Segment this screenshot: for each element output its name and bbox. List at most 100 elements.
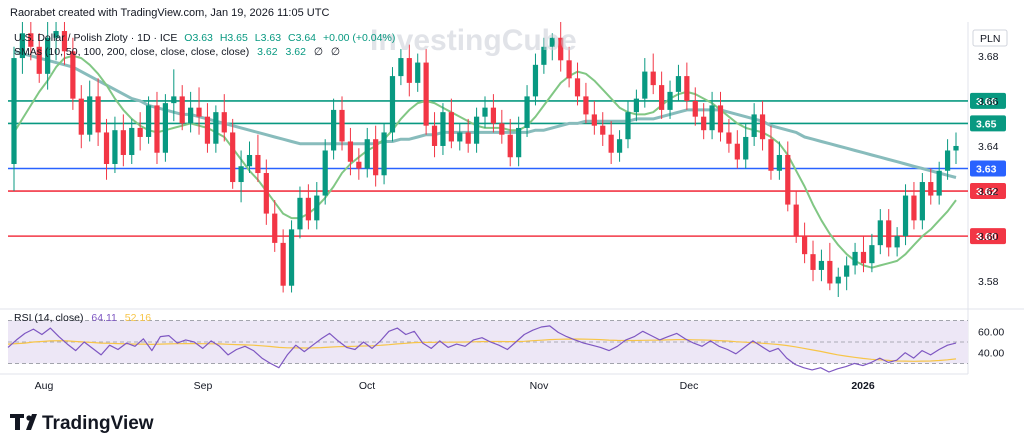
candle[interactable] xyxy=(221,94,227,142)
candle[interactable] xyxy=(381,123,387,185)
candle[interactable] xyxy=(280,229,286,293)
candle[interactable] xyxy=(785,141,791,212)
candle[interactable] xyxy=(801,222,808,264)
candle[interactable] xyxy=(179,85,185,131)
candle[interactable] xyxy=(709,91,715,140)
candle[interactable] xyxy=(171,69,177,122)
candle[interactable] xyxy=(398,49,404,86)
candle[interactable] xyxy=(465,118,471,153)
candle[interactable] xyxy=(936,161,942,205)
candle[interactable] xyxy=(600,112,606,146)
candle[interactable] xyxy=(246,141,253,174)
candle[interactable] xyxy=(886,209,892,257)
candle[interactable] xyxy=(650,53,656,95)
symbol-line[interactable]: U.S. Dollar / Polish Zloty · 1D · ICE O3… xyxy=(14,32,395,44)
candle[interactable] xyxy=(928,168,934,205)
candle[interactable] xyxy=(129,118,135,164)
candle[interactable] xyxy=(684,62,690,110)
candle[interactable] xyxy=(616,130,623,162)
candle[interactable] xyxy=(103,118,110,180)
candle[interactable] xyxy=(415,53,421,92)
candle[interactable] xyxy=(944,139,951,180)
candle[interactable] xyxy=(288,220,295,293)
candle[interactable] xyxy=(532,53,539,106)
candle[interactable] xyxy=(347,127,354,176)
candle[interactable] xyxy=(305,184,311,230)
candle[interactable] xyxy=(263,159,269,225)
candle[interactable] xyxy=(574,62,581,106)
candle[interactable] xyxy=(406,44,412,97)
candle[interactable] xyxy=(776,141,782,180)
candle[interactable] xyxy=(583,82,589,124)
candle[interactable] xyxy=(78,85,84,149)
candle[interactable] xyxy=(743,123,749,169)
candle[interactable] xyxy=(95,78,101,146)
candle[interactable] xyxy=(549,33,555,61)
candlesticks[interactable] xyxy=(11,22,959,297)
candle[interactable] xyxy=(768,125,774,180)
rsi-line[interactable] xyxy=(7,325,957,373)
candle[interactable] xyxy=(633,89,640,122)
candle[interactable] xyxy=(45,22,51,90)
candle[interactable] xyxy=(330,98,337,160)
candle[interactable] xyxy=(448,98,454,149)
candle[interactable] xyxy=(373,125,379,187)
candle[interactable] xyxy=(230,118,236,189)
candle[interactable] xyxy=(473,107,480,153)
candle[interactable] xyxy=(751,103,757,146)
candle[interactable] xyxy=(87,80,93,142)
candle[interactable] xyxy=(608,121,614,164)
candle[interactable] xyxy=(827,242,833,291)
candle[interactable] xyxy=(692,87,698,126)
candle[interactable] xyxy=(953,132,959,164)
tradingview-logo[interactable]: TradingView xyxy=(10,413,154,434)
candle[interactable] xyxy=(162,94,169,162)
candle[interactable] xyxy=(53,22,59,61)
candle[interactable] xyxy=(894,227,900,257)
candle[interactable] xyxy=(726,118,732,153)
candle[interactable] xyxy=(759,100,766,151)
candle[interactable] xyxy=(844,256,850,291)
candle[interactable] xyxy=(566,46,572,88)
candle[interactable] xyxy=(120,114,126,167)
sma-slow-line[interactable] xyxy=(13,49,957,179)
candle[interactable] xyxy=(28,22,34,61)
candle[interactable] xyxy=(675,64,682,101)
candle[interactable] xyxy=(902,184,909,246)
candle[interactable] xyxy=(642,58,648,108)
candle[interactable] xyxy=(717,91,724,142)
candle[interactable] xyxy=(423,49,429,135)
candle[interactable] xyxy=(852,242,858,275)
candle[interactable] xyxy=(701,103,707,140)
candle[interactable] xyxy=(11,46,17,192)
candle[interactable] xyxy=(877,209,883,255)
candle[interactable] xyxy=(516,116,522,167)
candle[interactable] xyxy=(667,80,673,119)
rsi-ma-line[interactable] xyxy=(7,338,957,362)
candle[interactable] xyxy=(810,240,816,282)
currency-tag-box[interactable] xyxy=(972,29,1008,47)
candle[interactable] xyxy=(61,22,68,65)
candle[interactable] xyxy=(860,236,867,273)
candle[interactable] xyxy=(213,105,219,153)
candle[interactable] xyxy=(457,123,463,151)
candle[interactable] xyxy=(364,127,370,178)
candle[interactable] xyxy=(238,150,244,203)
candle[interactable] xyxy=(188,91,194,133)
candle[interactable] xyxy=(19,22,26,74)
candle[interactable] xyxy=(70,37,76,110)
candle[interactable] xyxy=(625,100,631,149)
candle[interactable] xyxy=(482,96,488,128)
candle[interactable] xyxy=(911,182,917,230)
candle[interactable] xyxy=(255,134,261,183)
candle[interactable] xyxy=(659,71,665,119)
candle[interactable] xyxy=(818,249,825,282)
candle[interactable] xyxy=(356,148,362,180)
candle[interactable] xyxy=(196,87,202,135)
candle[interactable] xyxy=(431,112,438,158)
candle[interactable] xyxy=(524,85,530,137)
candle[interactable] xyxy=(36,33,42,83)
candle[interactable] xyxy=(793,191,799,243)
candle[interactable] xyxy=(440,103,446,155)
candle[interactable] xyxy=(919,173,925,230)
